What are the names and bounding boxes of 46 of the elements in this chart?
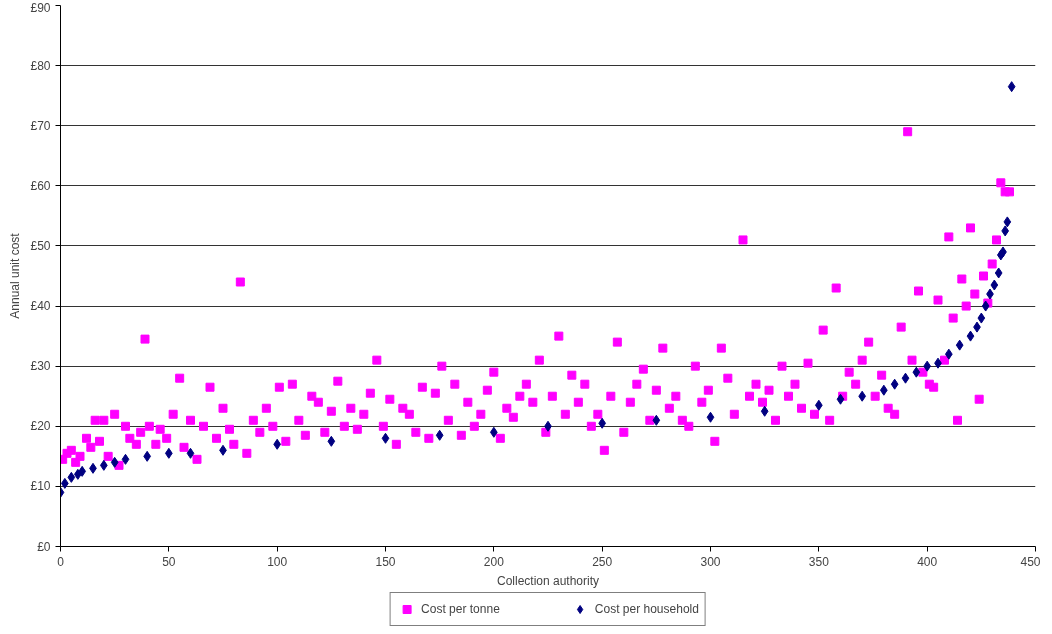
point [652,414,661,426]
x-tick-label: 150 [375,554,396,569]
x-tick-label: 100 [267,554,288,569]
x-tick-label: 50 [162,554,176,569]
x-tick-label: 250 [592,554,613,569]
point [901,372,910,384]
x-tick-label: 200 [483,554,505,569]
x-tick-label: 400 [917,554,938,569]
point [1007,81,1016,93]
point [110,456,119,468]
x-axis-title: Collection authority [496,573,600,588]
point [67,471,76,483]
legend-label: Cost per household [594,602,699,616]
point [760,405,769,417]
y-tick-label: £0 [37,539,51,554]
y-tick-label: £60 [30,178,51,193]
y-tick-label: £20 [30,419,51,434]
point [966,330,975,342]
point [981,300,990,312]
x-tick-label: 350 [808,554,830,569]
point [955,339,964,351]
point [912,366,921,378]
point [1003,216,1012,228]
y-tick-label: £30 [30,359,51,374]
y-tick-label: £50 [30,238,51,253]
point [977,312,986,324]
x-tick-label: 300 [700,554,721,569]
y-tick-label: £90 [30,0,51,15]
point [990,279,999,291]
y-tick-label: £70 [30,118,51,133]
point [890,378,899,390]
y-tick-label: £80 [30,58,51,73]
point [836,393,845,405]
y-tick-label: £10 [30,479,51,494]
point [381,432,390,444]
x-tick-label: 450 [1020,554,1041,569]
y-tick-label: £40 [30,299,51,314]
point [121,453,130,465]
y-axis-title: Annual unit cost [8,232,23,319]
point [706,411,715,423]
point [327,435,336,447]
point [994,267,1003,279]
legend-label: Cost per tonne [421,602,500,616]
point [435,429,444,441]
x-tick-label: 0 [57,554,65,569]
point [186,447,195,459]
